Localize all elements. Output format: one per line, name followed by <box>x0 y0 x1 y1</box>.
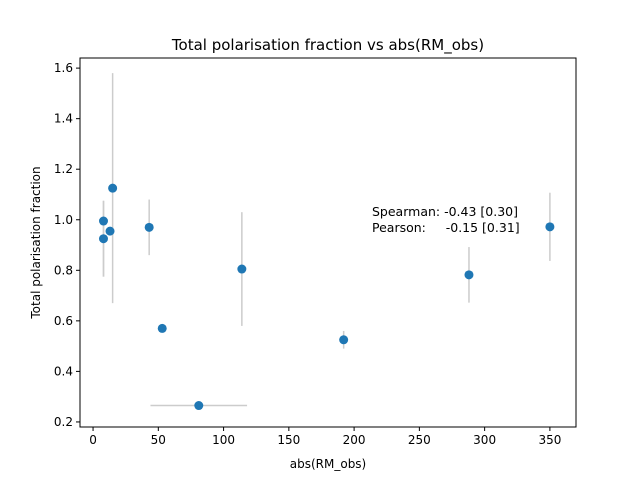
data-point <box>237 264 247 274</box>
x-tick-label: 200 <box>343 433 366 447</box>
x-tick-label: 0 <box>89 433 97 447</box>
data-point <box>157 323 167 333</box>
x-axis-label: abs(RM_obs) <box>290 457 367 471</box>
pearson-annotation: Pearson: -0.15 [0.31] <box>372 220 520 235</box>
y-tick-label: 0.2 <box>54 415 73 429</box>
x-tick-label: 300 <box>473 433 496 447</box>
y-tick-label: 1.4 <box>54 112 73 126</box>
x-tick-label: 50 <box>151 433 166 447</box>
data-point <box>144 222 154 232</box>
x-tick-label: 250 <box>408 433 431 447</box>
y-tick-label: 0.4 <box>54 364 73 378</box>
spearman-annotation: Spearman: -0.43 [0.30] <box>372 204 518 219</box>
data-point <box>105 226 115 236</box>
y-tick-label: 1.0 <box>54 213 73 227</box>
data-point <box>339 335 349 345</box>
data-point <box>464 270 474 280</box>
x-tick-label: 150 <box>277 433 300 447</box>
points-group <box>98 183 555 411</box>
y-tick-label: 1.2 <box>54 162 73 176</box>
y-tick-label: 0.6 <box>54 314 73 328</box>
data-point <box>545 222 555 232</box>
y-tick-label: 1.6 <box>54 61 73 75</box>
data-point <box>194 401 204 411</box>
data-point <box>98 234 108 244</box>
y-tick-label: 0.8 <box>54 263 73 277</box>
y-axis-label: Total polarisation fraction <box>29 166 43 319</box>
x-tick-label: 350 <box>538 433 561 447</box>
y-axis-ticks: 0.2 0.4 0.6 0.8 1.0 1.2 1.4 1.6 <box>54 61 80 429</box>
data-point <box>108 183 118 193</box>
x-tick-label: 100 <box>212 433 235 447</box>
plot-frame <box>79 57 577 428</box>
x-axis-ticks: 0 50 100 150 200 250 300 350 <box>89 427 561 447</box>
data-point <box>98 216 108 226</box>
chart-title: Total polarisation fraction vs abs(RM_ob… <box>171 36 484 55</box>
